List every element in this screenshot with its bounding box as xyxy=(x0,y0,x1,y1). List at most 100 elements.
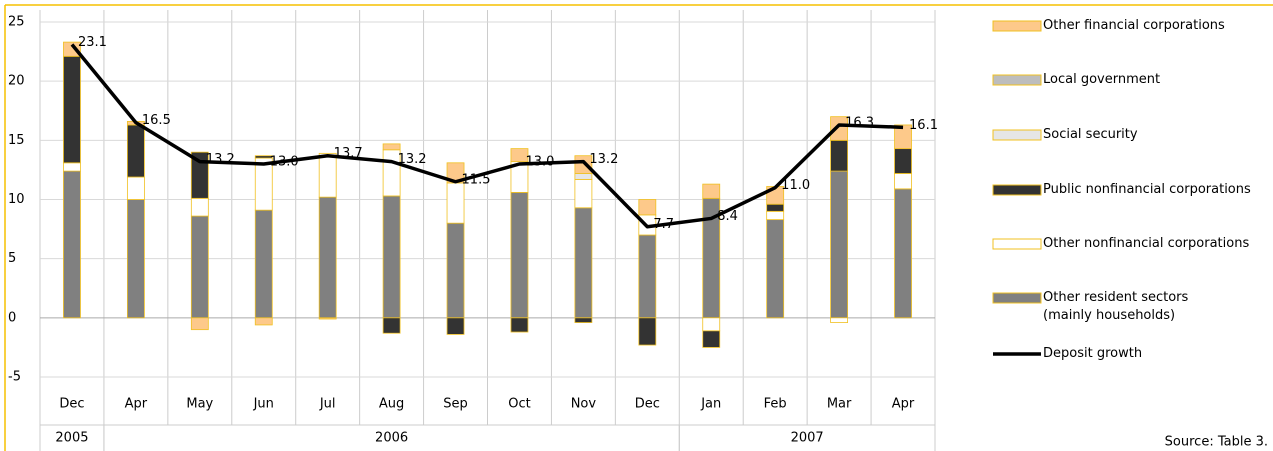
bar-segment xyxy=(766,219,785,319)
source-note: Source: Table 3. xyxy=(1165,435,1268,450)
bar-segment xyxy=(638,199,657,216)
bar-segment xyxy=(510,191,529,319)
data-label: 13.2 xyxy=(398,152,427,167)
x-tick-label: Apr xyxy=(892,397,915,412)
bar-segment xyxy=(254,317,273,326)
bar-segment xyxy=(574,173,593,180)
bar-segment xyxy=(254,209,273,319)
y-tick-label: 5 xyxy=(8,251,16,266)
data-label: 16.3 xyxy=(845,115,874,130)
y-tick-label: 10 xyxy=(8,192,25,207)
bar-segment xyxy=(318,196,337,319)
bar-segment xyxy=(766,210,785,221)
bar-segment xyxy=(190,151,209,199)
bar-segment xyxy=(318,317,337,320)
bar-segment xyxy=(894,173,912,190)
x-tick-label: Dec xyxy=(635,397,660,412)
bar-segment xyxy=(63,41,81,57)
y-tick-label: 20 xyxy=(8,74,25,89)
x-tick-label: Mar xyxy=(827,397,852,412)
y-tick-label: 0 xyxy=(8,310,16,325)
x-tick-label: Jul xyxy=(319,397,336,412)
data-label: 13.2 xyxy=(589,152,618,167)
bar-segment xyxy=(702,330,721,348)
bar-segment xyxy=(190,215,209,319)
data-label: 13.0 xyxy=(270,155,299,170)
bar-segment xyxy=(830,139,849,172)
bar-segment xyxy=(574,207,593,319)
x-tick-label: Feb xyxy=(764,397,787,412)
y-tick-label: 25 xyxy=(8,15,25,30)
bar-segment xyxy=(446,317,465,335)
bar-segment xyxy=(126,124,145,178)
bar-segment xyxy=(894,188,912,319)
bar-segment xyxy=(830,116,849,141)
line-series xyxy=(70,43,904,229)
data-label: 11.5 xyxy=(462,172,491,187)
bar-segment xyxy=(254,155,273,159)
x-tick-label: Jan xyxy=(700,397,721,412)
x-tick-label: Apr xyxy=(125,397,148,412)
bar-segment xyxy=(830,170,849,319)
x-tick-label: Aug xyxy=(379,397,404,412)
year-label: 2006 xyxy=(375,431,408,446)
legend-label: Public nonfinancial corporations xyxy=(1043,182,1251,197)
data-label: 13.2 xyxy=(206,152,235,167)
bar-segment xyxy=(894,148,912,174)
year-label: 2005 xyxy=(55,431,88,446)
bar-segment xyxy=(574,178,593,209)
legend-swatch xyxy=(992,292,1042,304)
x-tick-label: May xyxy=(186,397,213,412)
bar-segment xyxy=(126,199,145,319)
bar-segment xyxy=(63,55,81,164)
x-tick-label: Sep xyxy=(443,397,468,412)
bar-segment xyxy=(63,162,81,172)
bar-segment xyxy=(382,143,401,151)
bar-segment xyxy=(830,317,849,323)
data-label: 13.7 xyxy=(334,146,363,161)
data-label: 8.4 xyxy=(717,209,738,224)
bar-segment xyxy=(638,234,657,319)
legend-label: Other resident sectors (mainly household… xyxy=(1043,290,1189,323)
legend-swatch xyxy=(992,74,1042,86)
bar-segment xyxy=(126,176,145,200)
bar-segment xyxy=(574,317,593,323)
bar-segment xyxy=(382,195,401,319)
x-tick-label: Nov xyxy=(571,397,597,412)
data-label: 13.0 xyxy=(525,155,554,170)
data-label: 16.1 xyxy=(909,118,938,133)
bar-segment xyxy=(702,183,721,199)
data-label: 16.5 xyxy=(142,113,171,128)
bar-segment xyxy=(446,222,465,319)
bar-segment xyxy=(510,317,529,333)
year-label: 2007 xyxy=(791,431,824,446)
data-label: 7.7 xyxy=(653,217,674,232)
y-tick-label: 15 xyxy=(8,133,25,148)
bar-segment xyxy=(446,182,465,224)
legend-label: Deposit growth xyxy=(1043,346,1143,361)
bar-segment xyxy=(318,152,337,198)
x-tick-label: Oct xyxy=(508,397,530,412)
legend-swatch xyxy=(992,184,1042,196)
legend-label: Social security xyxy=(1043,127,1138,142)
legend-label: Local government xyxy=(1043,72,1161,87)
bar-segment xyxy=(190,197,209,217)
legend-swatch xyxy=(992,20,1042,32)
legend-label: Other nonfinancial corporations xyxy=(1043,236,1250,251)
legend-swatch xyxy=(992,238,1042,250)
legend-label: Other financial corporations xyxy=(1043,18,1225,33)
bar-segment xyxy=(702,317,721,332)
x-tick-label: Dec xyxy=(59,397,84,412)
bar-segment xyxy=(190,317,209,331)
bar-segment xyxy=(63,170,81,319)
bar-segment xyxy=(638,317,657,346)
legend-swatch xyxy=(992,129,1042,141)
data-label: 23.1 xyxy=(78,35,107,50)
bar-segment xyxy=(766,203,785,212)
bar-segment xyxy=(510,148,529,163)
data-label: 11.0 xyxy=(781,178,810,193)
bar-segment xyxy=(382,317,401,334)
bar-segment xyxy=(894,124,912,150)
